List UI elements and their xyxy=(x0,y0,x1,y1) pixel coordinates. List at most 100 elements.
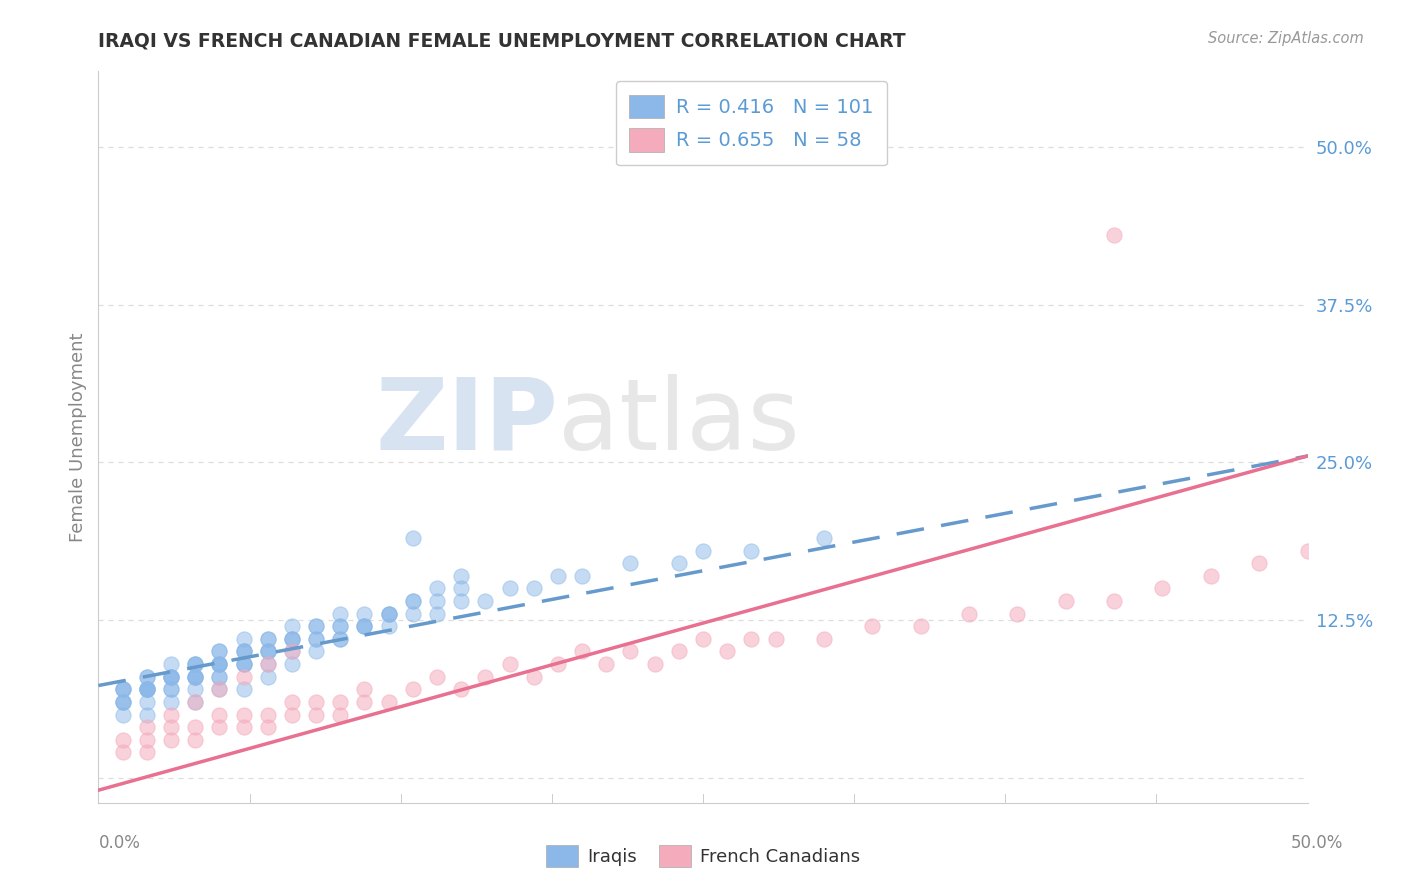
Point xyxy=(256,632,278,646)
Point xyxy=(668,556,690,570)
Point xyxy=(184,720,207,734)
Point xyxy=(281,657,304,671)
Point xyxy=(281,619,304,633)
Point xyxy=(813,531,835,545)
Point xyxy=(256,632,278,646)
Y-axis label: Female Unemployment: Female Unemployment xyxy=(69,333,87,541)
Point xyxy=(377,695,399,709)
Point xyxy=(184,695,207,709)
Point xyxy=(111,682,134,697)
Point xyxy=(208,644,231,658)
Point xyxy=(402,594,425,608)
Point xyxy=(256,720,278,734)
Point xyxy=(1296,543,1319,558)
Point xyxy=(353,607,375,621)
Point xyxy=(160,682,183,697)
Text: atlas: atlas xyxy=(558,374,800,471)
Point xyxy=(160,682,183,697)
Point xyxy=(111,682,134,697)
Point xyxy=(256,670,278,684)
Point xyxy=(256,657,278,671)
Point xyxy=(184,657,207,671)
Point xyxy=(208,720,231,734)
Point xyxy=(329,695,352,709)
Point xyxy=(232,644,254,658)
Point xyxy=(426,582,449,596)
Point xyxy=(619,644,641,658)
Point xyxy=(329,619,352,633)
Legend: R = 0.416   N = 101, R = 0.655   N = 58: R = 0.416 N = 101, R = 0.655 N = 58 xyxy=(616,81,887,166)
Point xyxy=(474,594,496,608)
Point xyxy=(377,607,399,621)
Point xyxy=(135,682,157,697)
Point xyxy=(135,732,157,747)
Point xyxy=(377,607,399,621)
Point xyxy=(160,657,183,671)
Point xyxy=(498,657,520,671)
Point xyxy=(402,607,425,621)
Point xyxy=(256,644,278,658)
Point xyxy=(377,607,399,621)
Point xyxy=(353,619,375,633)
Point xyxy=(111,707,134,722)
Point xyxy=(135,720,157,734)
Point xyxy=(353,695,375,709)
Point xyxy=(135,682,157,697)
Point xyxy=(450,582,472,596)
Point xyxy=(644,657,666,671)
Point xyxy=(1102,228,1125,243)
Point xyxy=(135,670,157,684)
Point xyxy=(135,682,157,697)
Point xyxy=(377,619,399,633)
Point xyxy=(232,632,254,646)
Point xyxy=(256,707,278,722)
Point xyxy=(813,632,835,646)
Point xyxy=(547,569,569,583)
Point xyxy=(426,670,449,684)
Point xyxy=(232,670,254,684)
Point xyxy=(160,670,183,684)
Point xyxy=(232,682,254,697)
Point xyxy=(305,632,328,646)
Point xyxy=(281,707,304,722)
Point xyxy=(160,670,183,684)
Point xyxy=(329,632,352,646)
Point xyxy=(111,695,134,709)
Point xyxy=(1054,594,1077,608)
Point xyxy=(402,682,425,697)
Point xyxy=(135,670,157,684)
Point xyxy=(111,695,134,709)
Point xyxy=(765,632,787,646)
Point xyxy=(305,644,328,658)
Point xyxy=(571,569,593,583)
Point xyxy=(305,695,328,709)
Point xyxy=(184,670,207,684)
Point xyxy=(281,632,304,646)
Point xyxy=(256,644,278,658)
Point xyxy=(740,543,762,558)
Point xyxy=(111,695,134,709)
Point xyxy=(208,682,231,697)
Point xyxy=(160,670,183,684)
Text: 50.0%: 50.0% xyxy=(1291,834,1343,852)
Point xyxy=(668,644,690,658)
Text: Source: ZipAtlas.com: Source: ZipAtlas.com xyxy=(1208,31,1364,46)
Point xyxy=(160,670,183,684)
Point xyxy=(329,607,352,621)
Point xyxy=(208,707,231,722)
Point xyxy=(305,619,328,633)
Point xyxy=(1102,594,1125,608)
Point xyxy=(426,607,449,621)
Text: 0.0%: 0.0% xyxy=(98,834,141,852)
Point xyxy=(208,682,231,697)
Point xyxy=(957,607,980,621)
Point xyxy=(135,745,157,759)
Point xyxy=(450,594,472,608)
Point xyxy=(402,531,425,545)
Point xyxy=(232,720,254,734)
Point xyxy=(329,619,352,633)
Point xyxy=(474,670,496,684)
Point xyxy=(232,657,254,671)
Point xyxy=(135,682,157,697)
Point xyxy=(1152,582,1174,596)
